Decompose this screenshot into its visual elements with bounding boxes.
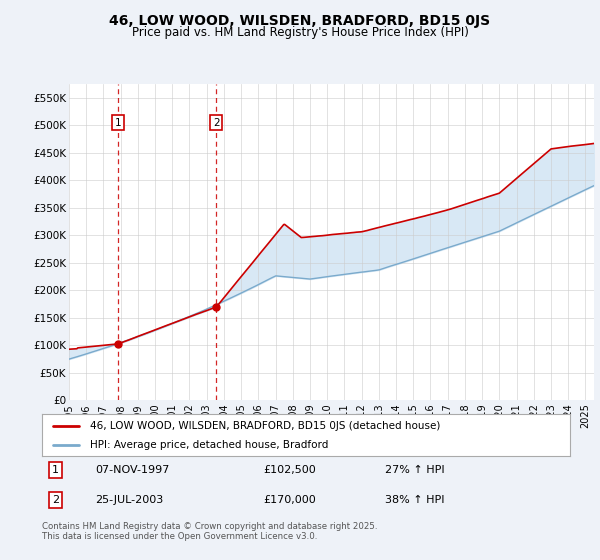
Text: £170,000: £170,000: [264, 495, 317, 505]
Text: 1: 1: [52, 465, 59, 475]
Text: 46, LOW WOOD, WILSDEN, BRADFORD, BD15 0JS (detached house): 46, LOW WOOD, WILSDEN, BRADFORD, BD15 0J…: [89, 421, 440, 431]
Text: 46, LOW WOOD, WILSDEN, BRADFORD, BD15 0JS: 46, LOW WOOD, WILSDEN, BRADFORD, BD15 0J…: [109, 14, 491, 28]
Text: 38% ↑ HPI: 38% ↑ HPI: [385, 495, 445, 505]
Text: 2: 2: [213, 118, 220, 128]
Text: 27% ↑ HPI: 27% ↑ HPI: [385, 465, 445, 475]
Text: 25-JUL-2003: 25-JUL-2003: [95, 495, 163, 505]
Text: 1: 1: [115, 118, 121, 128]
Text: Price paid vs. HM Land Registry's House Price Index (HPI): Price paid vs. HM Land Registry's House …: [131, 26, 469, 39]
Text: Contains HM Land Registry data © Crown copyright and database right 2025.
This d: Contains HM Land Registry data © Crown c…: [42, 522, 377, 542]
Text: HPI: Average price, detached house, Bradford: HPI: Average price, detached house, Brad…: [89, 440, 328, 450]
Text: 07-NOV-1997: 07-NOV-1997: [95, 465, 169, 475]
Text: 2: 2: [52, 495, 59, 505]
Text: £102,500: £102,500: [264, 465, 317, 475]
